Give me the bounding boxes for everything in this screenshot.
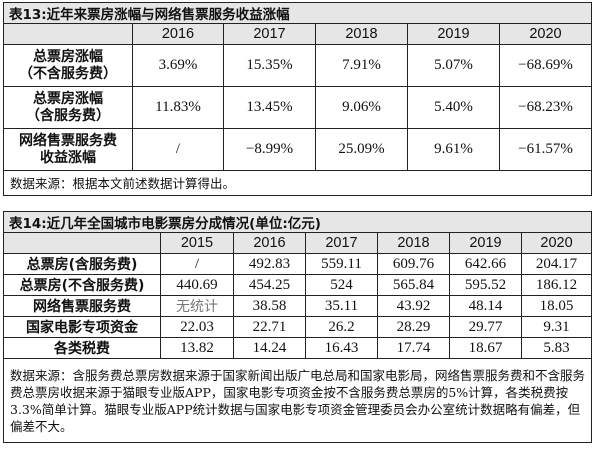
table-row: 网络售票服务费 无统计 38.58 35.11 43.92 48.14 18.0… (3, 295, 593, 317)
table-cell: 454.25 (233, 274, 306, 296)
table-14-source: 数据来源：含服务费总票房数据来源于国家新闻出版广电总局和国家电影局，网络售票服务… (2, 358, 593, 443)
table-14-corner (3, 232, 161, 254)
table-13-source: 数据来源：根据本文前述数据计算得出。 (3, 170, 592, 196)
table-cell: 9.61% (407, 128, 500, 171)
table-13-year: 2020 (499, 23, 592, 45)
table-cell: 11.83% (132, 86, 224, 129)
table-13: 表13:近年来票房涨幅与网络售票服务收益涨幅 2016 2017 2018 20… (3, 2, 592, 196)
table-cell: 186.12 (520, 274, 593, 296)
table-cell: 25.09% (315, 128, 408, 171)
table-cell: 524 (305, 274, 378, 296)
table-cell: 5.40% (407, 86, 500, 129)
table-row: 总票房涨幅 （不含服务费） 3.69% 15.35% 7.91% 5.07% −6… (3, 44, 592, 87)
table-cell: 26.2 (305, 316, 378, 338)
table-13-year: 2016 (132, 23, 224, 45)
table-row: 网络售票服务费 收益涨幅 / −8.99% 25.09% 9.61% −61.57… (3, 128, 592, 171)
table-13-year: 2017 (223, 23, 316, 45)
table-cell: 35.11 (305, 295, 378, 317)
table-row: 国家电影专项资金 22.03 22.71 26.2 28.29 29.77 9.… (3, 316, 593, 338)
table-cell: 440.69 (160, 274, 234, 296)
table-cell: 5.07% (407, 44, 500, 87)
row-label: 总票房(不含服务费) (3, 274, 161, 296)
table-cell: 13.45% (223, 86, 316, 129)
table-14-year: 2016 (233, 232, 306, 254)
table-cell: 22.03 (160, 316, 234, 338)
row-label: 总票房(含服务费) (3, 253, 161, 275)
row-label: 国家电影专项资金 (3, 316, 161, 338)
table-cell: −68.69% (499, 44, 592, 87)
table-row: 总票房(含服务费) / 492.83 559.11 609.76 642.66 … (3, 253, 593, 275)
table-cell: 559.11 (305, 253, 378, 275)
table-14-caption: 表14:近几年全国城市电影票房分成情况(单位:亿元) (2, 211, 593, 233)
table-cell: 15.35% (223, 44, 316, 87)
table-cell: 13.82 (160, 337, 234, 359)
table-row: 总票房(不含服务费) 440.69 454.25 524 565.84 595.… (3, 274, 593, 296)
row-label: 各类税费 (3, 337, 161, 359)
table-14-year: 2015 (160, 232, 234, 254)
table-cell: 18.67 (449, 337, 522, 359)
table-cell: 5.83 (520, 337, 593, 359)
table-cell: 3.69% (132, 44, 224, 87)
table-cell: / (132, 128, 224, 171)
table-row: 各类税费 13.82 14.24 16.43 17.74 18.67 5.83 (3, 337, 593, 359)
table-cell: 492.83 (233, 253, 306, 275)
table-cell: 29.77 (449, 316, 522, 338)
table-cell: 609.76 (377, 253, 450, 275)
table-cell: 22.71 (233, 316, 306, 338)
table-cell: 7.91% (315, 44, 408, 87)
table-cell: 43.92 (377, 295, 450, 317)
table-cell: 565.84 (377, 274, 450, 296)
table-cell: 38.58 (233, 295, 306, 317)
table-14-year: 2017 (305, 232, 378, 254)
table-cell: 28.29 (377, 316, 450, 338)
table-cell: 14.24 (233, 337, 306, 359)
table-row: 总票房涨幅 （含服务费） 11.83% 13.45% 9.06% 5.40% −6… (3, 86, 592, 129)
row-label: 总票房涨幅 （不含服务费） (3, 44, 133, 87)
table-cell: −61.57% (499, 128, 592, 171)
table-cell: 17.74 (377, 337, 450, 359)
table-cell: 16.43 (305, 337, 378, 359)
table-14-year: 2020 (520, 232, 593, 254)
row-label: 总票房涨幅 （含服务费） (3, 86, 133, 129)
table-cell: 595.52 (449, 274, 522, 296)
table-cell: 无统计 (160, 295, 234, 317)
table-cell: 204.17 (520, 253, 593, 275)
table-13-year: 2019 (407, 23, 500, 45)
table-cell: 642.66 (449, 253, 522, 275)
table-13-caption: 表13:近年来票房涨幅与网络售票服务收益涨幅 (3, 2, 592, 24)
table-cell: −68.23% (499, 86, 592, 129)
row-label: 网络售票服务费 (3, 295, 161, 317)
table-cell: 48.14 (449, 295, 522, 317)
row-label: 网络售票服务费 收益涨幅 (3, 128, 133, 171)
table-14: 表14:近几年全国城市电影票房分成情况(单位:亿元) 2015 2016 201… (2, 211, 593, 443)
table-13-year: 2018 (315, 23, 408, 45)
table-cell: / (160, 253, 234, 275)
table-cell: 9.31 (520, 316, 593, 338)
table-cell: 18.05 (520, 295, 593, 317)
table-13-corner (3, 23, 133, 45)
table-cell: 9.06% (315, 86, 408, 129)
table-14-year: 2019 (449, 232, 522, 254)
table-14-year: 2018 (377, 232, 450, 254)
table-cell: −8.99% (223, 128, 316, 171)
